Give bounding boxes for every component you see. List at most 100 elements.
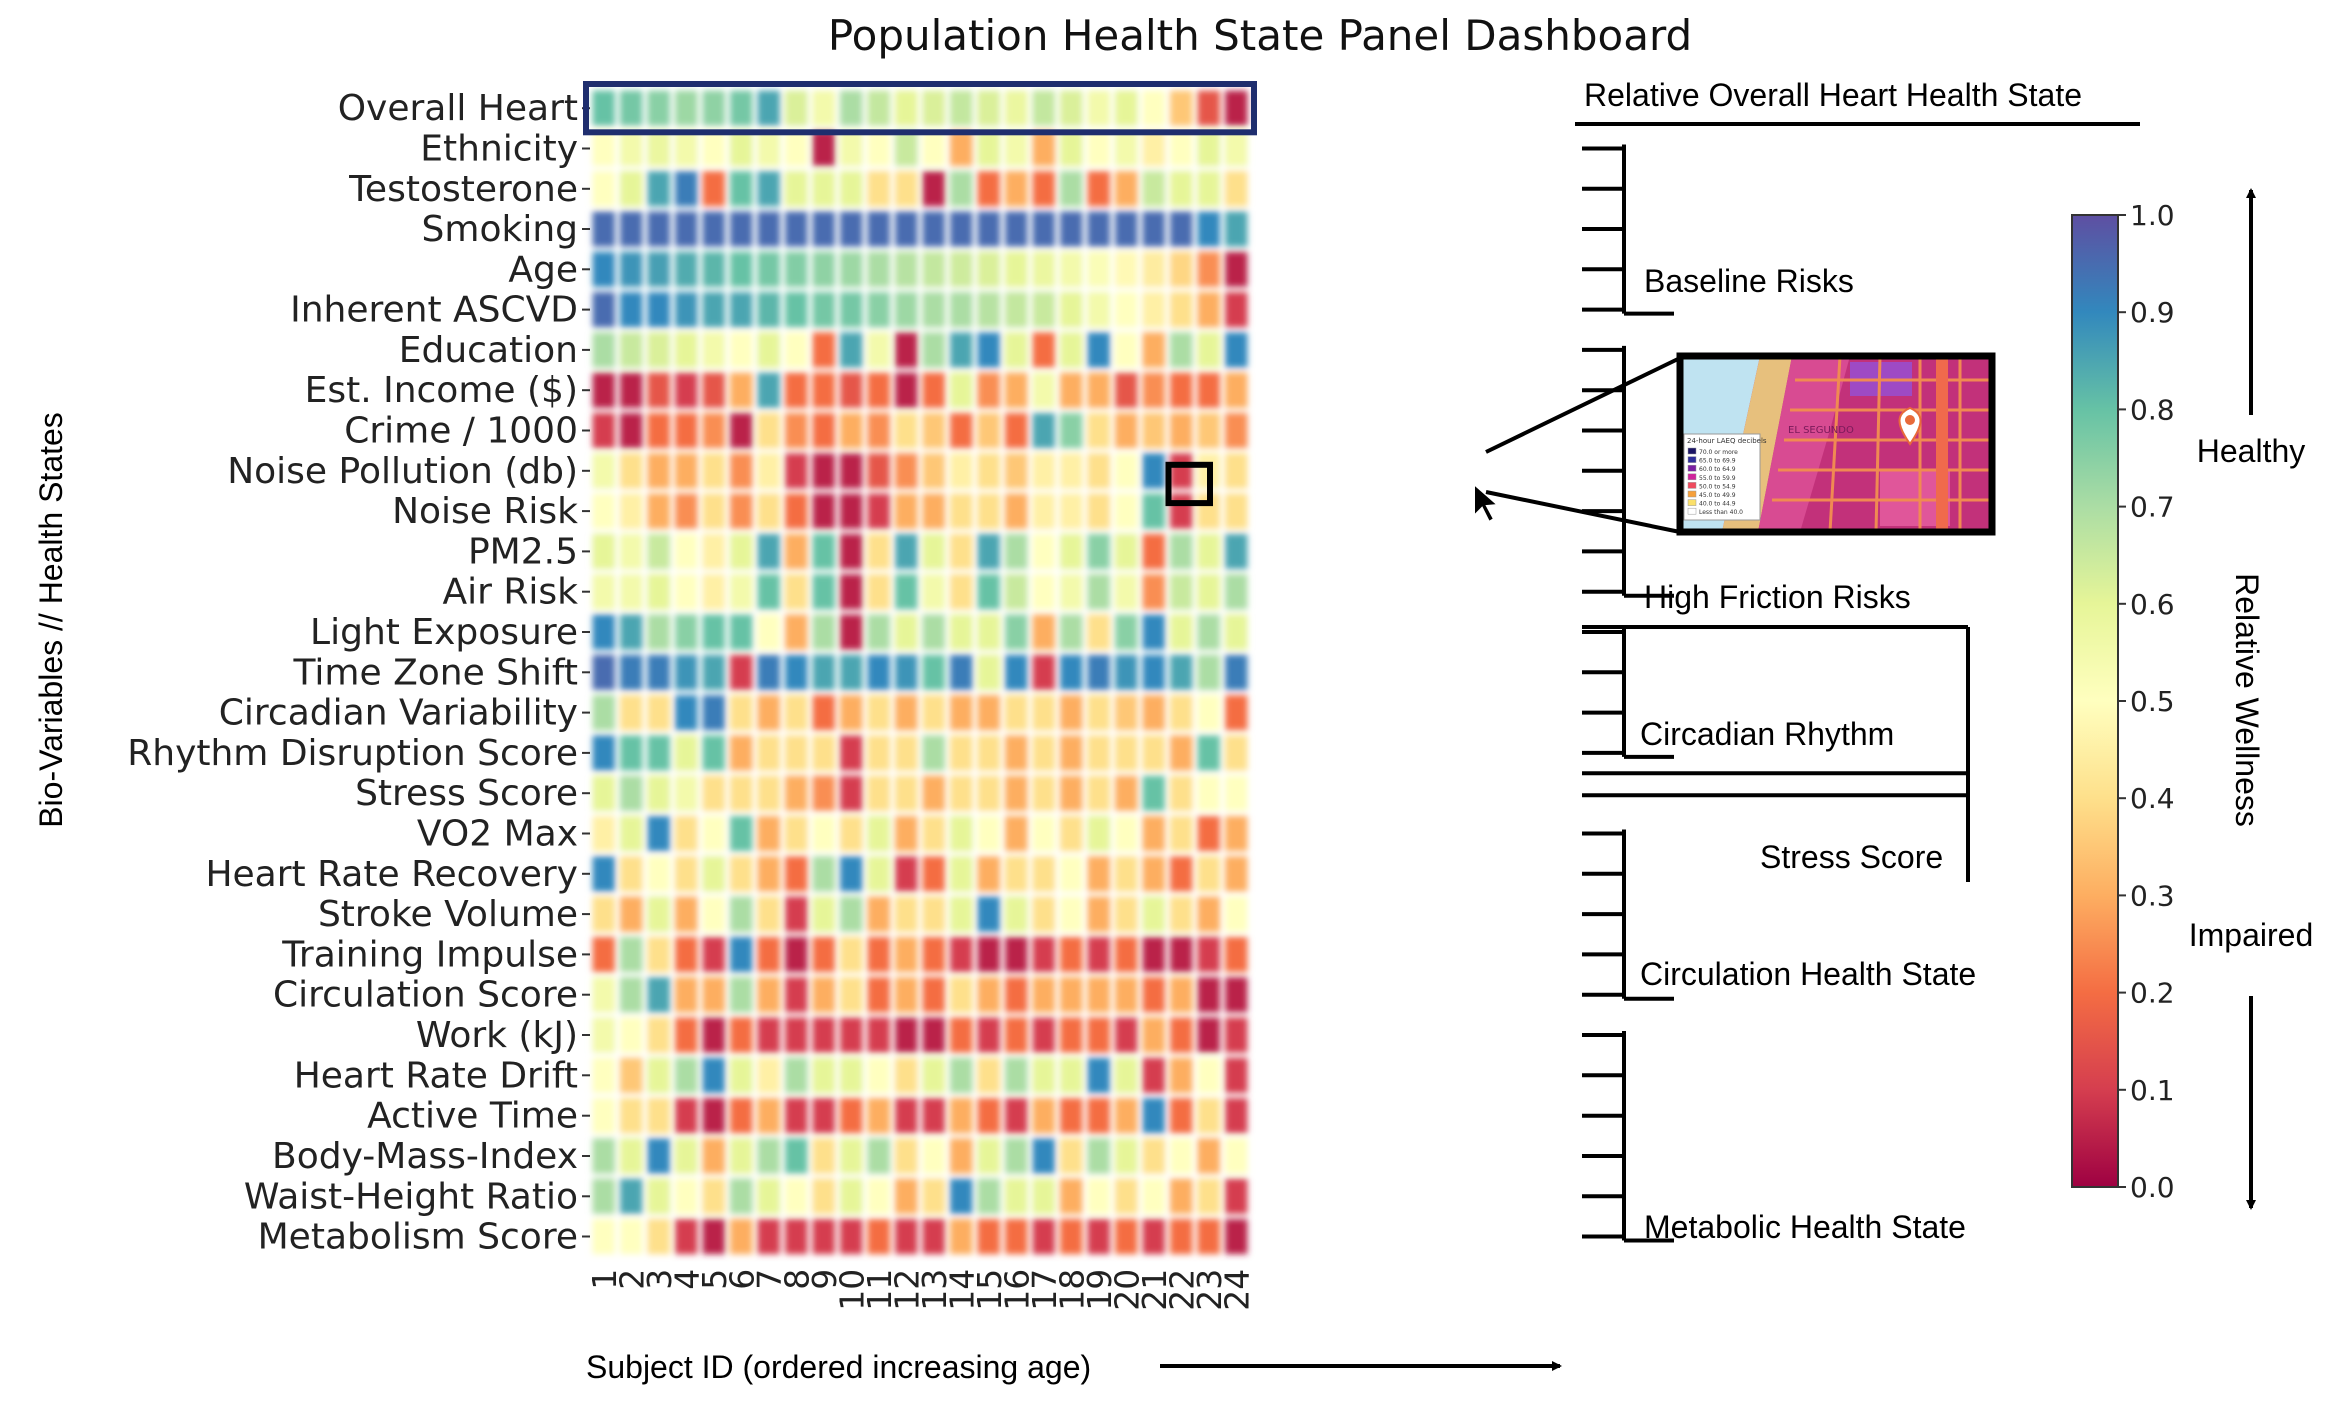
- heatmap-cell: [1170, 936, 1193, 973]
- heatmap-cell: [812, 936, 835, 973]
- heatmap-cell: [620, 412, 643, 449]
- heatmap-cell: [840, 896, 863, 932]
- map-pin-icon: [1898, 406, 1922, 446]
- svg-text:24-hour LAEQ decibels: 24-hour LAEQ decibels: [1687, 437, 1767, 445]
- heatmap-cell: [922, 211, 945, 247]
- heatmap-cell: [757, 896, 780, 932]
- heatmap-cell: [1115, 292, 1138, 328]
- heatmap-cell: [592, 171, 615, 207]
- group-bracket: High Friction Risks: [1582, 345, 1911, 615]
- heatmap-cell: [1225, 896, 1248, 932]
- heatmap-cell: [1032, 735, 1055, 771]
- heatmap-cell: [785, 171, 808, 207]
- inset-legend-swatch: [1687, 499, 1697, 506]
- heatmap-cell: [730, 211, 753, 247]
- heatmap-cell: [1087, 171, 1110, 207]
- heatmap-cell: [1197, 1057, 1220, 1093]
- heatmap-cell: [675, 1098, 698, 1134]
- heatmap-cell: [785, 493, 808, 529]
- heatmap-cell: [812, 533, 835, 570]
- heatmap-cell: [812, 574, 835, 610]
- heatmap-cell: [592, 1017, 615, 1053]
- heatmap-cell: [675, 90, 698, 126]
- heatmap-cell: [757, 574, 780, 610]
- heatmap-cell: [1170, 1178, 1193, 1214]
- heatmap-cell: [1225, 171, 1248, 207]
- heatmap-cell: [1225, 1178, 1248, 1214]
- heatmap-cell: [812, 251, 835, 287]
- healthy-label: Healthy: [2197, 433, 2306, 469]
- heatmap-cell: [922, 856, 945, 892]
- heatmap-cell: [977, 412, 1000, 449]
- group-label: High Friction Risks: [1644, 579, 1911, 615]
- heatmap-cell: [785, 251, 808, 287]
- heatmap-cell: [1142, 292, 1165, 328]
- heatmap-cell: [1170, 1057, 1193, 1093]
- heatmap-cell: [1170, 614, 1193, 650]
- heatmap-cell: [812, 815, 835, 852]
- heatmap-cell: [1060, 695, 1083, 731]
- heatmap-cell: [620, 1218, 643, 1255]
- heatmap-cell: [1032, 695, 1055, 731]
- heatmap-cell: [1142, 775, 1165, 811]
- heatmap-cell: [950, 614, 973, 650]
- heatmap-cell: [977, 1098, 1000, 1134]
- heatmap-cell: [1060, 130, 1083, 167]
- heatmap-cell: [1142, 533, 1165, 570]
- heatmap-cell: [1087, 493, 1110, 529]
- heatmap-cell: [1142, 735, 1165, 771]
- row-label: Overall Heart: [338, 88, 578, 129]
- heatmap-cell: [702, 574, 725, 610]
- heatmap-cell: [812, 1057, 835, 1093]
- heatmap-cell: [675, 251, 698, 287]
- heatmap-cell: [1142, 90, 1165, 126]
- heatmap-cell: [757, 1098, 780, 1134]
- heatmap-cell: [1087, 90, 1110, 126]
- row-label: VO2 Max: [417, 814, 578, 855]
- heatmap-cell: [812, 856, 835, 892]
- heatmap-cell: [867, 292, 890, 328]
- svg-text:EL SEGUNDO: EL SEGUNDO: [1788, 425, 1854, 436]
- heatmap-cell: [840, 292, 863, 328]
- x-tick-label: 15: [970, 1269, 1009, 1311]
- row-label: PM2.5: [468, 531, 578, 572]
- heatmap-cells: [592, 90, 1248, 1255]
- heatmap-cell: [675, 735, 698, 771]
- heatmap-cell: [757, 1017, 780, 1053]
- heatmap-cell: [812, 372, 835, 408]
- heatmap-cell: [702, 1057, 725, 1093]
- heatmap-cell: [950, 493, 973, 529]
- heatmap-cell: [702, 130, 725, 167]
- heatmap-cell: [592, 1098, 615, 1134]
- group-bracket: Circadian Rhythm: [1582, 628, 1894, 759]
- heatmap-cell: [1032, 493, 1055, 529]
- heatmap-cell: [895, 574, 918, 610]
- heatmap-cell: [757, 775, 780, 811]
- heatmap-cell: [812, 211, 835, 247]
- heatmap-cell: [675, 815, 698, 852]
- heatmap-cell: [1032, 412, 1055, 449]
- heatmap-cell: [812, 292, 835, 328]
- heatmap-cell: [922, 1218, 945, 1255]
- heatmap-cell: [785, 1098, 808, 1134]
- row-label: Stress Score: [355, 773, 578, 814]
- heatmap-cell: [785, 292, 808, 328]
- heatmap-cell: [675, 654, 698, 690]
- heatmap-cell: [785, 1017, 808, 1053]
- heatmap-cell: [1197, 332, 1220, 368]
- heatmap-cell: [1005, 654, 1028, 690]
- heatmap-cell: [592, 533, 615, 570]
- heatmap-cell: [1115, 1098, 1138, 1134]
- heatmap-cell: [922, 896, 945, 932]
- heatmap-cell: [1005, 815, 1028, 852]
- heatmap-cell: [1142, 1138, 1165, 1174]
- colorbar-tick-label: 0.6: [2130, 588, 2175, 621]
- heatmap-cell: [1170, 1218, 1193, 1255]
- heatmap-cell: [950, 171, 973, 207]
- heatmap-cell: [1005, 130, 1028, 167]
- heatmap-cell: [840, 614, 863, 650]
- heatmap-cell: [977, 775, 1000, 811]
- heatmap-cell: [730, 856, 753, 892]
- heatmap-cell: [1225, 292, 1248, 328]
